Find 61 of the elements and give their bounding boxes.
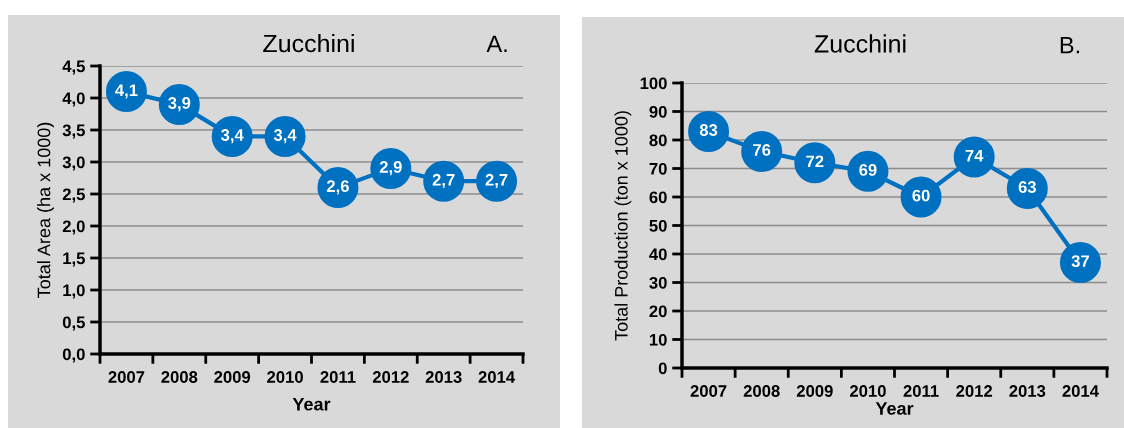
x-axis-title: Year	[875, 402, 914, 415]
x-tick-label: 2007	[108, 371, 145, 383]
y-tick-label: 10	[649, 333, 667, 346]
y-tick-label: 1,5	[63, 252, 85, 267]
data-label: 69	[859, 164, 877, 176]
y-tick-label: 70	[649, 162, 667, 175]
data-label: 3,9	[168, 97, 191, 112]
data-label: 63	[1018, 181, 1036, 193]
y-axis-title: Total Production (ton x 1000)	[614, 111, 632, 341]
data-label: 83	[699, 124, 718, 136]
data-label: 3,4	[220, 129, 244, 144]
y-tick-label: 0,0	[62, 348, 85, 363]
x-tick-label: 2012	[956, 385, 993, 397]
data-label: 2,7	[432, 173, 455, 189]
chart-title: Zucchini	[814, 34, 906, 53]
data-label: 2,9	[379, 161, 402, 176]
chart-title: Zucchini	[263, 33, 354, 53]
y-tick-label: 0	[658, 362, 667, 375]
x-tick-label: 2008	[743, 385, 780, 397]
data-label: 72	[806, 155, 824, 168]
x-tick-label: 2013	[425, 371, 462, 383]
y-tick-label: 90	[649, 105, 667, 118]
y-tick-label: 80	[649, 134, 667, 147]
y-tick-label: 3,0	[62, 156, 85, 171]
y-tick-label: 2,0	[62, 220, 85, 235]
y-tick-label: 100	[640, 77, 667, 90]
text: A.	[486, 35, 507, 52]
x-tick-label: 2014	[478, 371, 516, 383]
y-tick-label: 4,5	[62, 60, 85, 75]
x-tick-label: 2007	[690, 385, 727, 397]
y-tick-label: 60	[649, 191, 667, 204]
x-axis-title: Year	[292, 397, 331, 411]
x-tick-label: 2014	[1062, 385, 1099, 397]
data-label: 2,7	[485, 173, 508, 189]
data-label: 37	[1071, 255, 1089, 268]
data-label: 3,4	[273, 129, 297, 144]
x-tick-label: 2009	[214, 371, 251, 383]
x-tick-label: 2010	[267, 371, 303, 383]
x-tick-label: 2013	[1009, 385, 1046, 397]
data-label: 76	[753, 144, 771, 156]
data-label: 4,1	[115, 84, 138, 99]
x-tick-label: 2010	[849, 385, 886, 397]
y-tick-label: 3,5	[62, 124, 85, 139]
x-tick-label: 2012	[372, 371, 409, 383]
y-tick-label: 2,5	[62, 188, 85, 203]
y-tick-label: 20	[649, 305, 667, 318]
x-tick-label: 2011	[320, 371, 356, 383]
text: B.	[1060, 36, 1080, 54]
data-label: 60	[912, 189, 930, 202]
data-label: 74	[965, 149, 984, 162]
y-tick-label: 0,5	[62, 316, 85, 331]
x-tick-label: 2011	[903, 385, 939, 397]
x-tick-label: 2009	[796, 385, 833, 397]
y-tick-label: 50	[649, 219, 667, 232]
y-tick-label: 40	[649, 248, 667, 261]
x-tick-label: 2008	[161, 371, 198, 383]
y-tick-label: 4,0	[62, 92, 85, 107]
y-axis-title: Total Area (ha x 1000)	[37, 122, 54, 298]
data-label: 2,6	[326, 180, 349, 195]
y-tick-label: 1,0	[63, 284, 85, 299]
y-tick-label: 30	[649, 276, 667, 289]
